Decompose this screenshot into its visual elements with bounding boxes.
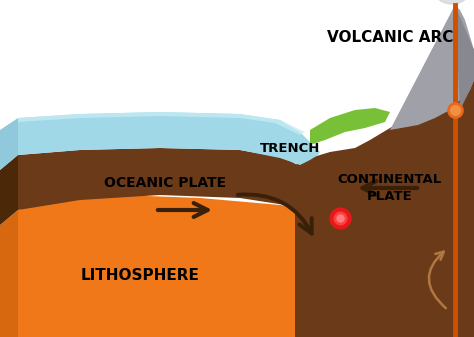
Text: VOLCANIC ARC: VOLCANIC ARC: [327, 31, 453, 45]
Polygon shape: [0, 118, 18, 170]
Polygon shape: [18, 195, 474, 337]
Polygon shape: [390, 5, 474, 130]
Polygon shape: [18, 112, 305, 135]
Polygon shape: [0, 155, 18, 225]
Polygon shape: [310, 108, 390, 145]
Text: LITHOSPHERE: LITHOSPHERE: [81, 268, 200, 282]
Polygon shape: [295, 65, 474, 337]
Circle shape: [430, 0, 474, 4]
Polygon shape: [18, 148, 460, 308]
Text: OCEANIC PLATE: OCEANIC PLATE: [104, 176, 226, 190]
Text: CONTINENTAL
PLATE: CONTINENTAL PLATE: [338, 173, 442, 203]
Polygon shape: [0, 210, 18, 337]
Polygon shape: [18, 112, 320, 165]
Polygon shape: [455, 5, 474, 110]
Text: TRENCH: TRENCH: [260, 142, 320, 154]
